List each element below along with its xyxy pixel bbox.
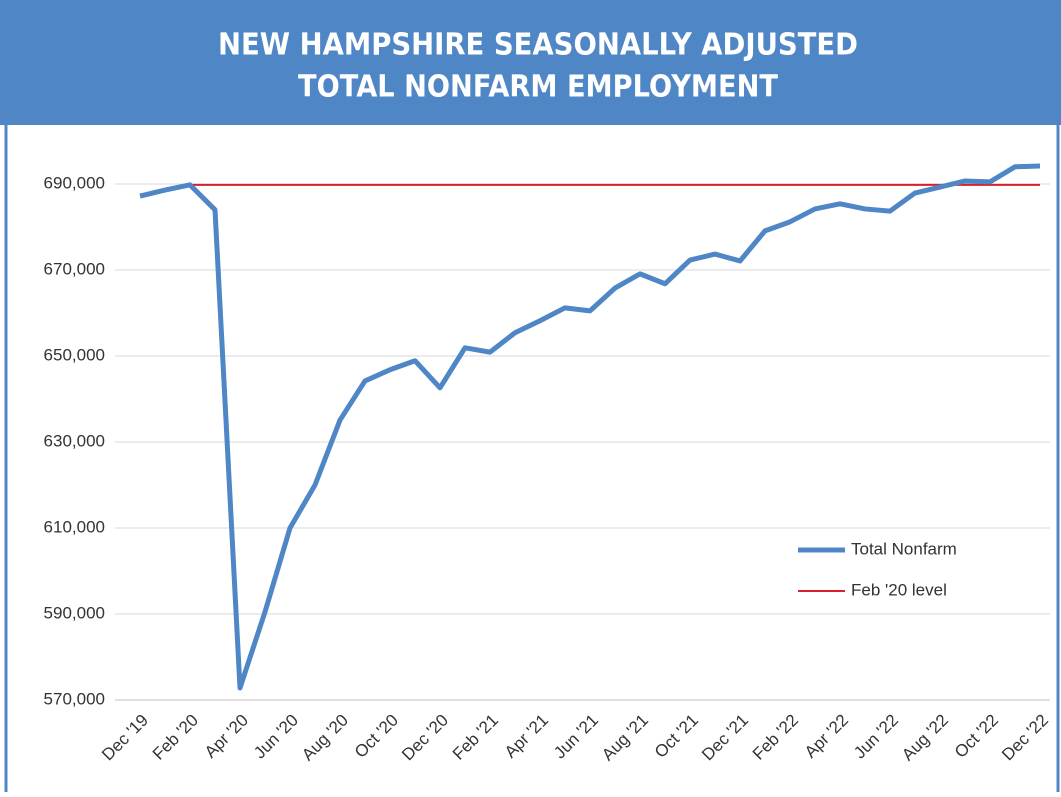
x-tick-label: Apr '22	[801, 711, 852, 762]
x-tick-label: Jun '22	[850, 711, 902, 763]
x-tick-label: Feb '22	[749, 711, 802, 764]
y-tick-label: 630,000	[44, 431, 105, 450]
y-tick-label: 650,000	[44, 345, 105, 364]
x-tick-label: Aug '21	[598, 711, 652, 765]
x-tick-label: Oct '20	[351, 711, 402, 762]
x-tick-label: Apr '21	[501, 711, 552, 762]
y-tick-label: 590,000	[44, 603, 105, 622]
chart-title: TOTAL NONFARM EMPLOYMENT	[298, 70, 778, 105]
x-tick-label: Aug '22	[898, 711, 952, 765]
series-line	[139, 163, 1041, 691]
x-tick-label: Oct '22	[951, 711, 1002, 762]
chart-title: NEW HAMPSHIRE SEASONALLY ADJUSTED	[218, 28, 858, 63]
legend-label: Total Nonfarm	[851, 539, 957, 558]
x-tick-label: Oct '21	[651, 711, 702, 762]
y-tick-label: 610,000	[44, 517, 105, 536]
x-tick-label: Dec '22	[998, 711, 1052, 765]
x-tick-label: Dec '20	[398, 711, 452, 765]
header-band	[0, 0, 1061, 125]
x-tick-label: Jun '20	[250, 711, 302, 763]
x-tick-label: Dec '21	[698, 711, 752, 765]
y-tick-label: 670,000	[44, 259, 105, 278]
x-tick-label: Feb '20	[149, 711, 202, 764]
x-tick-label: Jun '21	[550, 711, 602, 763]
x-tick-label: Aug '20	[298, 711, 352, 765]
x-tick-label: Feb '21	[449, 711, 502, 764]
y-tick-label: 570,000	[44, 689, 105, 708]
x-tick-label: Apr '20	[201, 711, 252, 762]
legend-label: Feb '20 level	[851, 580, 947, 599]
y-tick-label: 690,000	[44, 173, 105, 192]
x-tick-label: Dec '19	[98, 711, 152, 765]
